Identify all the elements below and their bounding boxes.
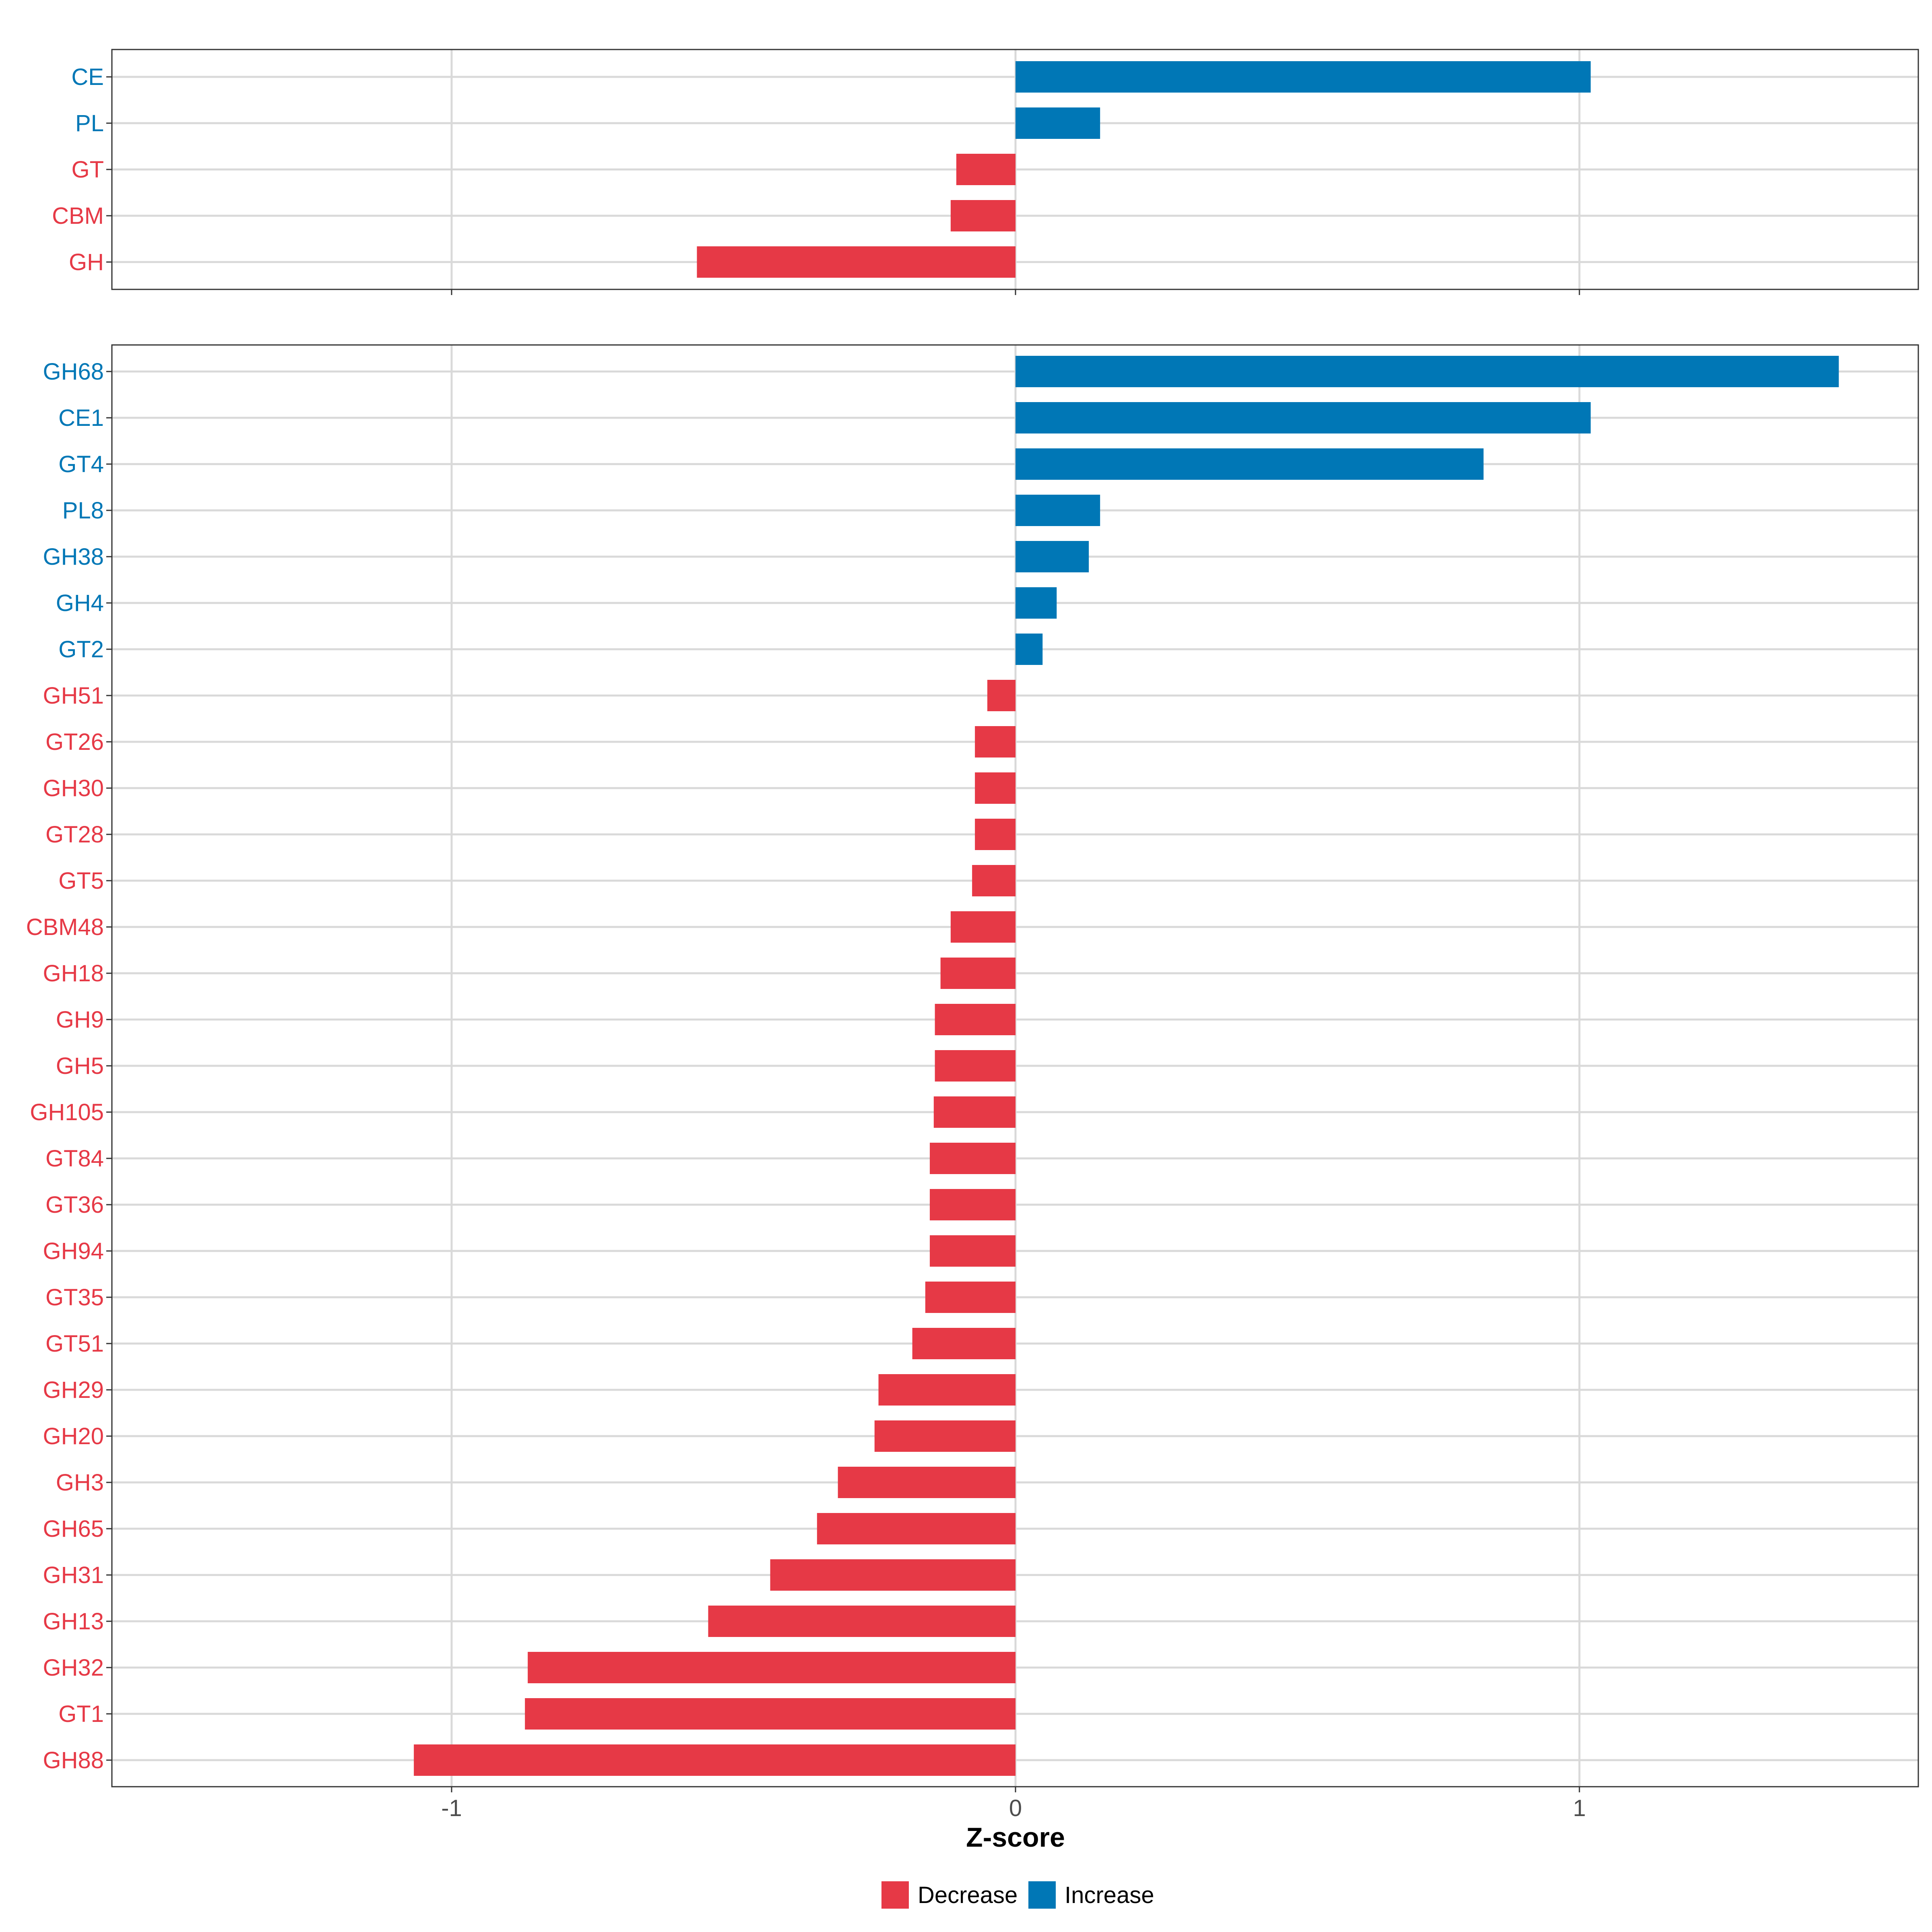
y-tick-label: GH105	[30, 1099, 104, 1125]
bar-gh68	[1016, 356, 1839, 387]
x-axis-title: Z-score	[966, 1822, 1065, 1853]
bar-gh51	[987, 680, 1016, 711]
bar-gh4	[1016, 587, 1057, 619]
y-tick-label: GT1	[58, 1701, 104, 1727]
y-tick-label: GH32	[43, 1655, 104, 1681]
bar-gt1	[525, 1698, 1016, 1730]
y-tick-label: GT35	[45, 1284, 104, 1311]
y-tick-label: GH38	[43, 544, 104, 570]
x-tick-label: 0	[1009, 1795, 1022, 1821]
y-tick-label: GT28	[45, 822, 104, 848]
y-tick-label: GT84	[45, 1146, 104, 1172]
y-tick-label: GH88	[43, 1747, 104, 1773]
bar-gh5	[935, 1050, 1016, 1082]
bar-gt35	[925, 1282, 1016, 1313]
bar-gh32	[528, 1652, 1016, 1683]
bar-gh31	[770, 1559, 1016, 1591]
bar-cbm	[950, 200, 1016, 231]
y-tick-label: GT5	[58, 868, 104, 894]
y-tick-label: GH20	[43, 1423, 104, 1449]
bar-gt4	[1016, 448, 1484, 480]
bar-gt28	[975, 819, 1016, 850]
bottom-panel: GH68 CE1 GT4 PL8 GH38 GH4 GT2 GH51 GT26 GH30 GT28 G…	[26, 344, 1919, 1792]
bar-gh38	[1016, 541, 1089, 572]
y-tick-label: CE1	[58, 405, 104, 431]
y-tick-label: GH65	[43, 1516, 104, 1542]
bar-gh18	[940, 958, 1016, 989]
y-tick-label: GT2	[58, 636, 104, 663]
bar-pl8	[1016, 495, 1100, 526]
bar-gh29	[878, 1374, 1016, 1406]
y-tick-label: GT26	[45, 729, 104, 755]
y-tick-label: GT51	[45, 1331, 104, 1357]
y-tick-label: GH94	[43, 1238, 104, 1264]
top-panel: CE PL GT CBM GH	[52, 49, 1919, 295]
legend: Decrease Increase	[881, 1881, 1154, 1909]
bar-gt	[956, 154, 1016, 185]
y-tick-label: GH13	[43, 1608, 104, 1635]
y-tick-label: GH18	[43, 960, 104, 987]
bar-gh65	[817, 1513, 1016, 1544]
bar-gh13	[708, 1606, 1016, 1637]
bar-gt2	[1016, 634, 1043, 665]
legend-label-increase: Increase	[1065, 1882, 1154, 1908]
bar-gh94	[930, 1235, 1016, 1267]
bar-gt84	[930, 1143, 1016, 1174]
y-tick-label: GT36	[45, 1192, 104, 1218]
bar-ce	[1016, 61, 1591, 93]
y-tick-label: GH30	[43, 775, 104, 801]
x-axis: -1 0 1	[441, 1795, 1586, 1821]
legend-swatch-increase	[1028, 1881, 1056, 1909]
legend-swatch-decrease	[881, 1881, 909, 1909]
x-tick-label: -1	[441, 1795, 462, 1821]
bar-gh3	[838, 1467, 1016, 1498]
y-tick-label: GH31	[43, 1562, 104, 1588]
y-tick-label: CE	[71, 64, 104, 90]
bar-gh105	[933, 1096, 1016, 1128]
y-tick-label: GH29	[43, 1377, 104, 1403]
x-tick-label: 1	[1573, 1795, 1586, 1821]
y-tick-label: PL8	[62, 497, 104, 524]
y-tick-label: GH51	[43, 683, 104, 709]
y-tick-label: GH9	[56, 1007, 104, 1033]
y-tick-label: CBM	[52, 203, 104, 229]
bar-gt51	[912, 1328, 1016, 1359]
y-tick-label: GH4	[56, 590, 104, 616]
bar-cbm48	[950, 911, 1016, 943]
y-tick-label: GH	[69, 249, 104, 275]
y-tick-label: GH68	[43, 359, 104, 385]
y-tick-label: GH5	[56, 1053, 104, 1079]
bar-gt26	[975, 726, 1016, 758]
y-tick-label: CBM48	[26, 914, 104, 940]
bar-pl	[1016, 107, 1100, 139]
y-tick-label: GT	[71, 157, 104, 183]
bar-gh30	[975, 772, 1016, 804]
bar-gh88	[414, 1744, 1016, 1776]
y-tick-label: GH3	[56, 1470, 104, 1496]
y-tick-label: PL	[75, 110, 104, 136]
bar-gh	[697, 246, 1016, 278]
bar-gt36	[930, 1189, 1016, 1220]
bar-gt5	[972, 865, 1016, 896]
legend-label-decrease: Decrease	[918, 1882, 1018, 1908]
y-tick-label: GT4	[58, 451, 104, 477]
bar-gh20	[874, 1420, 1016, 1452]
bar-gh9	[935, 1004, 1016, 1035]
bar-ce1	[1016, 402, 1591, 433]
